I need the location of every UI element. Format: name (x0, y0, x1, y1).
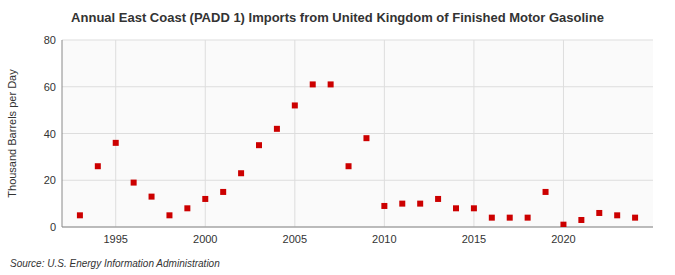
point (256, 142, 262, 148)
x-grid-line (473, 40, 474, 227)
point (328, 81, 334, 87)
point (435, 196, 441, 202)
y-tick-label: 0 (50, 221, 56, 233)
y-grid-line (62, 86, 653, 87)
y-axis-line (62, 40, 63, 227)
chart-svg: 0 20 40 60 80 1995 2000 2005 2010 2015 2020 Annual … (0, 0, 675, 275)
grid (62, 40, 653, 227)
y-grid-line (62, 180, 653, 181)
y-grid-line (62, 40, 653, 41)
point (507, 215, 513, 221)
y-axis-label: Thousand Barrels per Day (6, 69, 18, 198)
point (417, 201, 423, 207)
point (578, 217, 584, 223)
point (453, 205, 459, 211)
point (543, 189, 549, 195)
y-grid-line (62, 133, 653, 134)
point (184, 205, 190, 211)
x-tick-label: 2015 (462, 233, 486, 245)
point (238, 170, 244, 176)
x-tick-label: 2000 (193, 233, 217, 245)
point (202, 196, 208, 202)
y-tick-label: 80 (44, 34, 56, 46)
point (274, 126, 280, 132)
x-tick-label: 2010 (372, 233, 396, 245)
x-grid-line (115, 40, 116, 227)
plot-background (62, 40, 653, 227)
point (471, 205, 477, 211)
point (220, 189, 226, 195)
points (77, 81, 638, 227)
source-note: Source: U.S. Energy Information Administ… (10, 258, 220, 269)
point (310, 81, 316, 87)
chart-container: 0 20 40 60 80 1995 2000 2005 2010 2015 2020 Annual … (0, 0, 675, 275)
point (614, 212, 620, 218)
title: Annual East Coast (PADD 1) Imports from … (71, 10, 604, 25)
point (292, 102, 298, 108)
point (77, 212, 83, 218)
point (560, 222, 566, 227)
point (346, 163, 352, 169)
point (166, 212, 172, 218)
x-grid-line (384, 40, 385, 227)
x-grid-line (294, 40, 295, 227)
y-tick-label: 60 (44, 81, 56, 93)
point (95, 163, 101, 169)
y-tick-label: 20 (44, 174, 56, 186)
point (489, 215, 495, 221)
y-tick-label: 40 (44, 128, 56, 140)
x-tick-label: 2005 (283, 233, 307, 245)
point (525, 215, 531, 221)
point (363, 135, 369, 141)
point (381, 203, 387, 209)
x-grid-line (563, 40, 564, 227)
point (632, 215, 638, 221)
point (113, 140, 119, 146)
point (596, 210, 602, 216)
point (149, 194, 155, 200)
x-tick-label: 2020 (551, 233, 575, 245)
x-tick-label: 1995 (103, 233, 127, 245)
point (399, 201, 405, 207)
point (131, 180, 137, 186)
